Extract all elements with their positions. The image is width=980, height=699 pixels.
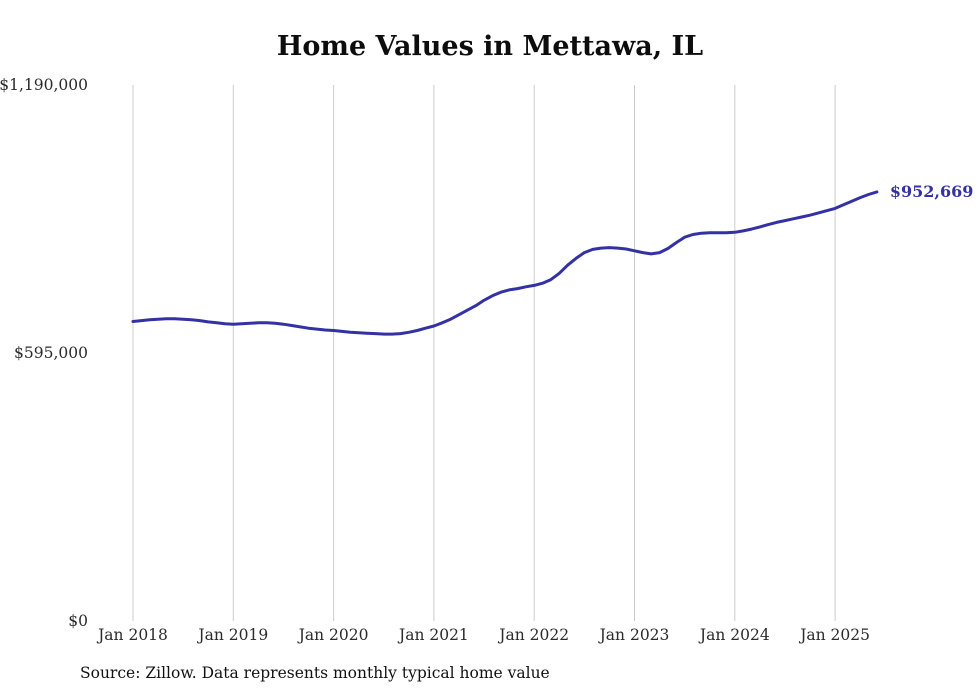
x-tick-label: Jan 2025: [798, 626, 870, 644]
x-tick-label: Jan 2019: [196, 626, 268, 644]
chart-title: Home Values in Mettawa, IL: [277, 31, 703, 62]
y-tick-label: $595,000: [14, 344, 88, 362]
y-axis-tick-labels: $0 $595,000 $1,190,000: [0, 76, 88, 630]
source-note: Source: Zillow. Data represents monthly …: [80, 664, 550, 682]
x-tick-label: Jan 2020: [297, 626, 369, 644]
gridlines: [132, 85, 836, 621]
y-tick-label: $1,190,000: [0, 76, 88, 94]
x-tick-label: Jan 2018: [96, 626, 168, 644]
x-tick-label: Jan 2021: [397, 626, 469, 644]
x-axis-tick-labels: Jan 2018 Jan 2019 Jan 2020 Jan 2021 Jan 2022…: [96, 626, 870, 644]
home-value-line: [131, 190, 879, 336]
y-tick-label: $0: [68, 612, 88, 630]
x-tick-label: Jan 2022: [497, 626, 569, 644]
current-value-label: $952,669: [890, 182, 974, 201]
x-tick-label: Jan 2023: [598, 626, 670, 644]
x-tick-label: Jan 2024: [698, 626, 770, 644]
